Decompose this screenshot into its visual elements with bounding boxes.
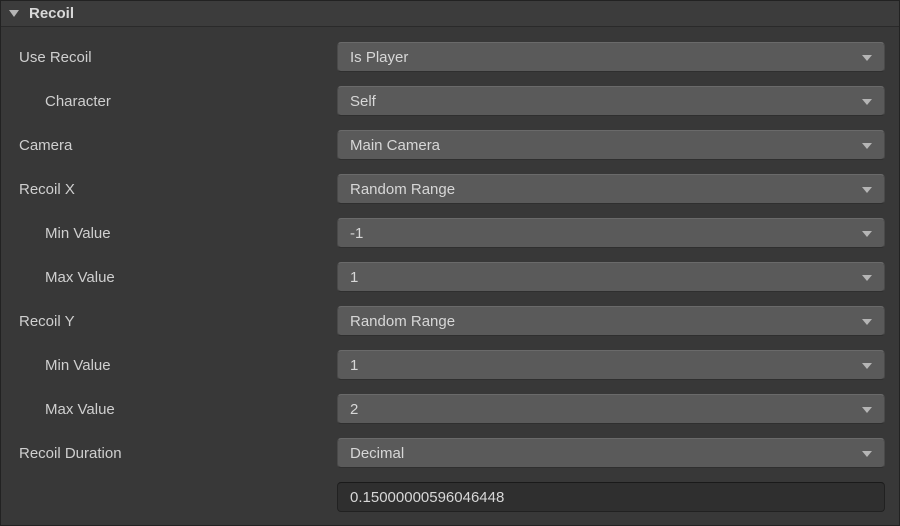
row-use-recoil: Use Recoil Is Player xyxy=(11,35,889,79)
chevron-down-icon xyxy=(862,319,872,325)
recoil-panel: Recoil Use Recoil Is Player Character Se… xyxy=(0,0,900,526)
row-recoil-y-max: Max Value 2 xyxy=(11,387,889,431)
dropdown-use-recoil[interactable]: Is Player xyxy=(337,42,885,72)
row-recoil-y-min: Min Value 1 xyxy=(11,343,889,387)
dropdown-recoil-y-max[interactable]: 2 xyxy=(337,394,885,424)
label-camera: Camera xyxy=(11,137,337,154)
chevron-down-icon xyxy=(862,451,872,457)
label-recoil-x-max: Max Value xyxy=(11,269,337,286)
dropdown-camera[interactable]: Main Camera xyxy=(337,130,885,160)
input-duration-value[interactable]: 0.15000000596046448 xyxy=(337,482,885,512)
dropdown-value: -1 xyxy=(350,225,363,242)
panel-header[interactable]: Recoil xyxy=(1,1,899,27)
label-recoil-duration: Recoil Duration xyxy=(11,445,337,462)
row-recoil-x-max: Max Value 1 xyxy=(11,255,889,299)
dropdown-recoil-x[interactable]: Random Range xyxy=(337,174,885,204)
dropdown-value: Self xyxy=(350,93,376,110)
chevron-down-icon xyxy=(862,187,872,193)
label-recoil-y-max: Max Value xyxy=(11,401,337,418)
dropdown-value: 1 xyxy=(350,357,358,374)
chevron-down-icon xyxy=(862,55,872,61)
dropdown-value: Random Range xyxy=(350,181,455,198)
dropdown-recoil-x-min[interactable]: -1 xyxy=(337,218,885,248)
label-character: Character xyxy=(11,93,337,110)
dropdown-value: Random Range xyxy=(350,313,455,330)
chevron-down-icon xyxy=(862,231,872,237)
label-recoil-x: Recoil X xyxy=(11,181,337,198)
row-recoil-duration: Recoil Duration Decimal xyxy=(11,431,889,475)
chevron-down-icon xyxy=(862,363,872,369)
dropdown-value: Main Camera xyxy=(350,137,440,154)
chevron-down-icon xyxy=(862,275,872,281)
panel-body: Use Recoil Is Player Character Self Came… xyxy=(1,27,899,526)
label-recoil-y-min: Min Value xyxy=(11,357,337,374)
dropdown-recoil-y-min[interactable]: 1 xyxy=(337,350,885,380)
row-character: Character Self xyxy=(11,79,889,123)
row-recoil-x-min: Min Value -1 xyxy=(11,211,889,255)
chevron-down-icon xyxy=(862,99,872,105)
dropdown-recoil-y[interactable]: Random Range xyxy=(337,306,885,336)
label-recoil-x-min: Min Value xyxy=(11,225,337,242)
row-recoil-y: Recoil Y Random Range xyxy=(11,299,889,343)
chevron-down-icon xyxy=(862,143,872,149)
label-use-recoil: Use Recoil xyxy=(11,49,337,66)
panel-title: Recoil xyxy=(29,5,74,22)
dropdown-value: 2 xyxy=(350,401,358,418)
foldout-icon xyxy=(9,10,19,17)
row-recoil-x: Recoil X Random Range xyxy=(11,167,889,211)
dropdown-value: Is Player xyxy=(350,49,408,66)
dropdown-recoil-x-max[interactable]: 1 xyxy=(337,262,885,292)
dropdown-recoil-duration[interactable]: Decimal xyxy=(337,438,885,468)
input-value: 0.15000000596046448 xyxy=(350,489,504,506)
dropdown-character[interactable]: Self xyxy=(337,86,885,116)
dropdown-value: 1 xyxy=(350,269,358,286)
chevron-down-icon xyxy=(862,407,872,413)
row-camera: Camera Main Camera xyxy=(11,123,889,167)
dropdown-value: Decimal xyxy=(350,445,404,462)
row-duration-value: 0.15000000596046448 xyxy=(11,475,889,519)
label-recoil-y: Recoil Y xyxy=(11,313,337,330)
